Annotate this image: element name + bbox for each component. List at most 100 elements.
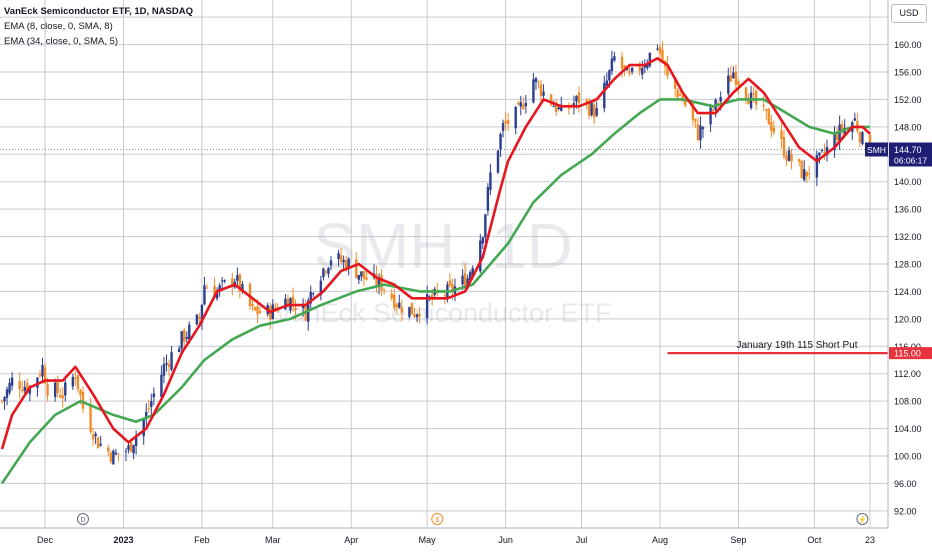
short-put-line[interactable]: January 19th 115 Short Put	[667, 340, 888, 355]
candle-body	[167, 363, 171, 368]
watermark-name: VanEck Semiconductor ETF	[274, 298, 611, 328]
candle-body	[522, 104, 525, 109]
candle-body	[451, 283, 454, 293]
price-tick-label: 104.00	[894, 424, 922, 434]
candle-body	[393, 294, 396, 309]
watermark-symbol: SMH, 1D	[313, 210, 573, 282]
candle-body	[499, 134, 502, 150]
candle-body	[124, 451, 128, 453]
candle-body	[132, 444, 135, 454]
candle-body	[506, 120, 510, 125]
candle-body	[479, 240, 482, 272]
candle-body	[585, 99, 588, 103]
candle-body	[613, 56, 616, 61]
candle-body	[312, 293, 315, 295]
candle-body	[380, 274, 383, 291]
candle-body	[365, 277, 368, 280]
candle-body	[147, 408, 150, 410]
candle-body	[251, 304, 254, 307]
candle-body	[205, 287, 209, 289]
candle-body	[737, 80, 740, 86]
time-axis[interactable]: Dec 2023 Feb Mar Apr May Jun Jul Aug Sep Oct 23	[0, 527, 932, 550]
candle-body	[765, 109, 768, 111]
candle-body	[567, 107, 571, 109]
candle-body	[425, 294, 429, 319]
candle-body	[170, 352, 173, 370]
candle-body	[630, 67, 634, 72]
candle-body	[468, 272, 472, 281]
symbol-badge	[865, 142, 888, 157]
candle-body	[198, 316, 201, 320]
candle-body	[59, 395, 62, 398]
candle-body	[808, 173, 811, 175]
candle-body	[89, 406, 92, 432]
candle-body	[177, 348, 181, 353]
time-tick-label: 23	[865, 535, 875, 545]
candle-body	[347, 259, 350, 269]
last-price-badge	[889, 142, 932, 167]
candle-body	[489, 172, 492, 190]
candle-body	[258, 311, 262, 313]
candle-body	[408, 306, 411, 317]
candle-body	[539, 84, 543, 96]
candle-body	[861, 132, 864, 145]
price-axis[interactable]: 92.00 96.00 100.00 104.00 108.00 112.00 116.00…	[887, 0, 932, 528]
time-tick-label: Jul	[576, 535, 588, 545]
candle-body	[413, 313, 416, 317]
candle-body	[719, 96, 722, 102]
candle-body	[142, 419, 145, 437]
price-tick-label: 156.00	[894, 68, 922, 78]
candle-body	[309, 292, 312, 304]
price-tick-label: 120.00	[894, 314, 922, 324]
earnings-marker: $	[431, 513, 444, 525]
candle-body	[592, 104, 596, 118]
candle-body	[400, 306, 404, 313]
candle-body	[790, 154, 793, 162]
short-put-price-text: 115.00	[894, 349, 921, 359]
candle-body	[134, 435, 138, 446]
candle-body	[770, 122, 773, 131]
candle-body	[590, 102, 593, 116]
candle-body	[537, 82, 540, 84]
candle-body	[339, 255, 343, 262]
time-tick-label: Apr	[344, 535, 358, 545]
candle-body	[797, 159, 801, 162]
candle-body	[734, 72, 738, 85]
legend-ema-slow[interactable]: EMA (34, close, 0, SMA, 5)	[4, 36, 119, 47]
candle-body	[838, 124, 841, 143]
candle-body	[150, 401, 153, 408]
candle-body	[610, 58, 614, 72]
candle-body	[203, 285, 206, 305]
candle-body	[443, 295, 447, 297]
candle-body	[99, 443, 102, 446]
legend-ema-fast[interactable]: EMA (8, close, 0, SMA, 8)	[4, 21, 113, 32]
candle-body	[519, 102, 522, 107]
candle-body	[656, 48, 659, 50]
legend-title[interactable]: VanEck Semiconductor ETF, 1D, NASDAQ	[4, 6, 193, 17]
candle-body	[362, 271, 366, 279]
candle-body	[729, 75, 733, 82]
countdown-text: 06:06:17	[894, 155, 927, 165]
candle-body	[666, 64, 669, 76]
candle-body	[241, 284, 244, 291]
candle-body	[26, 382, 29, 393]
candle-body	[8, 382, 11, 393]
candle-body	[694, 118, 697, 123]
candle-body	[390, 293, 393, 299]
candle-body	[294, 307, 297, 311]
candle-body	[648, 52, 652, 66]
candle-body	[3, 397, 6, 402]
candle-body	[673, 77, 677, 89]
candle-body	[129, 442, 133, 452]
currency-selector[interactable]: USD	[891, 4, 927, 23]
candle-body	[524, 102, 528, 107]
candle-body	[274, 307, 277, 309]
candle-body	[79, 389, 82, 396]
candle-body	[112, 450, 115, 465]
candle-body	[684, 99, 687, 106]
candle-body	[623, 65, 626, 68]
candle-body	[752, 93, 755, 95]
ema-34-line	[0, 98, 870, 485]
